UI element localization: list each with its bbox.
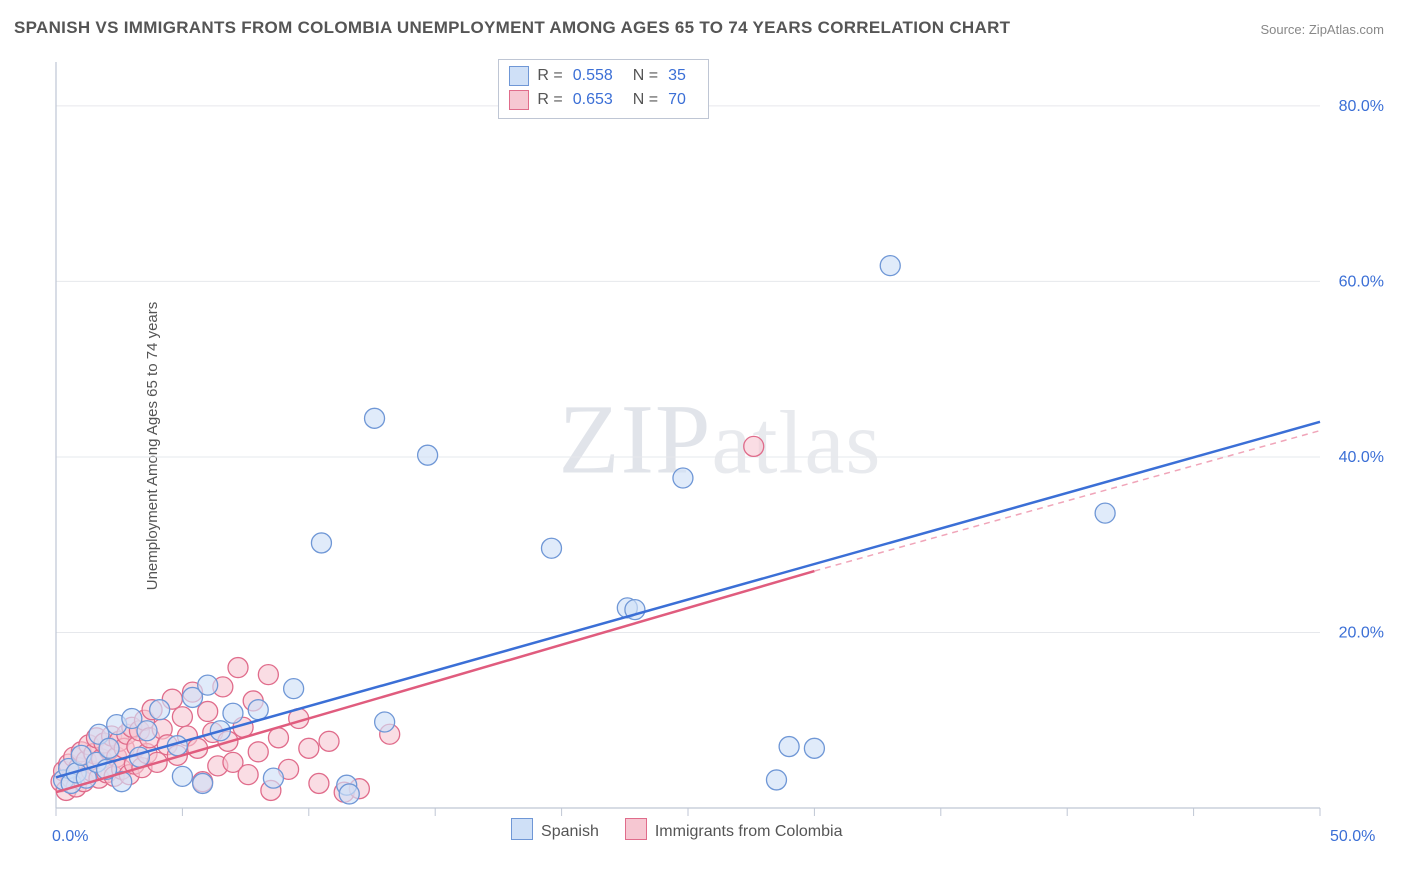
legend-item: Immigrants from Colombia xyxy=(625,818,843,841)
legend-swatch xyxy=(509,66,529,86)
legend-swatch xyxy=(511,818,533,840)
legend-correlation: R = 0.558 N = 35 R = 0.653 N = 70 xyxy=(498,59,709,119)
x-axis-min-label: 0.0% xyxy=(52,828,88,846)
legend-r-label: R = xyxy=(537,88,562,112)
source-label: Source: xyxy=(1260,22,1308,37)
chart-title: SPANISH VS IMMIGRANTS FROM COLOMBIA UNEM… xyxy=(14,18,1010,38)
x-axis-max-label: 50.0% xyxy=(1330,828,1375,846)
legend-r-value: 0.558 xyxy=(573,64,613,88)
legend-n-value: 70 xyxy=(668,88,686,112)
legend-r-label: R = xyxy=(537,64,562,88)
legend-r-value: 0.653 xyxy=(573,88,613,112)
svg-text:60.0%: 60.0% xyxy=(1339,273,1384,290)
svg-text:20.0%: 20.0% xyxy=(1339,624,1384,641)
scatter-plot: ZIPatlas 20.0%40.0%60.0%80.0% R =0.558N … xyxy=(50,58,1390,838)
legend-row: R = 0.558 N = 35 xyxy=(509,64,698,88)
source-attribution: Source: ZipAtlas.com xyxy=(1260,22,1384,37)
legend-row: R = 0.653 N = 70 xyxy=(509,88,698,112)
legend-n-label: N = xyxy=(633,64,658,88)
legend-series-label: Spanish xyxy=(541,823,599,840)
svg-text:80.0%: 80.0% xyxy=(1339,98,1384,115)
legend-series: Spanish Immigrants from Colombia xyxy=(511,818,842,841)
source-link[interactable]: ZipAtlas.com xyxy=(1309,22,1384,37)
legend-swatch xyxy=(625,818,647,840)
legend-n-label: N = xyxy=(633,88,658,112)
legend-n-value: 35 xyxy=(668,64,686,88)
legend-series-label: Immigrants from Colombia xyxy=(655,823,843,840)
svg-text:40.0%: 40.0% xyxy=(1339,449,1384,466)
plot-svg: 20.0% 40.0% 60.0% 80.0% xyxy=(50,58,1390,838)
legend-item: Spanish xyxy=(511,818,599,841)
legend-swatch xyxy=(509,90,529,110)
